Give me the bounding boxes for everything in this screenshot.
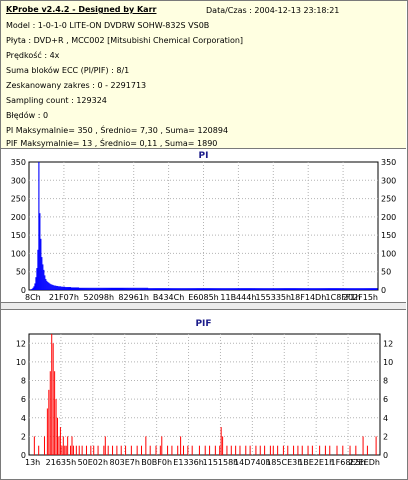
chart-separator xyxy=(1,302,406,310)
x-tick-label: E1336h xyxy=(173,458,203,467)
scan-datetime: Data/Czas : 2004-12-13 23:18:21 xyxy=(206,6,340,15)
y-tick-label-right: 0 xyxy=(381,286,386,295)
y-tick-label-left: 350 xyxy=(11,158,26,167)
x-tick-label: 82961h xyxy=(118,293,149,302)
x-tick-label: 13h xyxy=(25,458,40,467)
info-pi-stats: PI Maksymalnie= 350 , Średnio= 7,30 , Su… xyxy=(6,126,229,135)
x-tick-label: B0BF0h xyxy=(141,458,172,467)
y-tick-label-right: 6 xyxy=(383,395,388,404)
pif-chart-title: PIF xyxy=(195,319,212,329)
x-tick-label: 11B444h xyxy=(220,293,256,302)
x-tick-label: 803E7h xyxy=(109,458,139,467)
y-tick-label-right: 200 xyxy=(381,213,396,222)
y-tick-label-left: 0 xyxy=(21,286,26,295)
y-tick-label-left: 150 xyxy=(11,231,26,240)
y-tick-label-right: 10 xyxy=(383,358,393,367)
y-tick-label-left: 2 xyxy=(21,432,26,441)
info-model: Model : 1-0-1-0 LITE-ON DVDRW SOHW-832S … xyxy=(6,21,210,30)
info-sampling-count: Sampling count : 129324 xyxy=(6,96,107,105)
x-tick-label: 202F15h xyxy=(343,293,378,302)
app-title: KProbe v2.4.2 - Designed by Karr xyxy=(6,5,157,14)
x-tick-label: 1F68E5h xyxy=(331,458,366,467)
info-disc: Płyta : DVD+R , MCC002 [Mitsubishi Chemi… xyxy=(6,36,244,45)
x-tick-label: 52098h xyxy=(84,293,115,302)
y-tick-label-left: 0 xyxy=(21,451,26,460)
info-panel: KProbe v2.4.2 - Designed by Karr Data/Cz… xyxy=(1,1,406,149)
x-tick-label: 50E02h xyxy=(78,458,108,467)
pi-chart: 0 0 50 50 100 100 150 150 200 200 250 250 300 300 350 3… xyxy=(11,158,397,302)
info-scan-range: Zeskanowany zakres : 0 - 2291713 xyxy=(6,81,147,90)
info-ecc-blocks: Suma bloków ECC (PI/PIF) : 8/1 xyxy=(6,66,130,75)
x-tick-label: E6085h xyxy=(188,293,218,302)
y-tick-label-right: 350 xyxy=(381,158,396,167)
y-tick-label-right: 100 xyxy=(381,249,396,258)
x-tick-label: 14D740h xyxy=(234,458,271,467)
y-tick-label-right: 300 xyxy=(381,176,396,185)
y-tick-label-right: 2 xyxy=(383,432,388,441)
plot-area xyxy=(28,333,381,456)
y-tick-label-right: 50 xyxy=(381,268,391,277)
y-tick-label-left: 50 xyxy=(16,268,26,277)
y-tick-label-left: 12 xyxy=(16,339,26,348)
x-tick-label: 21F07h xyxy=(49,293,79,302)
y-tick-label-right: 12 xyxy=(383,339,393,348)
pi-chart-panel: PI 0 0 50 50 100 100 150 150 200 200 250 250 300 300 3… xyxy=(1,150,406,302)
x-tick-label: 22EEDh xyxy=(348,458,380,467)
pif-chart-panel: PIF 0 0 2 2 4 4 6 6 8 8 10 10 12 12 13h 21635h 50E02h 803… xyxy=(1,310,406,478)
y-tick-label-right: 250 xyxy=(381,195,396,204)
y-tick-label-left: 4 xyxy=(21,414,26,423)
x-tick-label: 21635h xyxy=(46,458,77,467)
pif-chart: 0 0 2 2 4 4 6 6 8 8 10 10 12 12 13h 21635h 50E02h 803E7h B… xyxy=(16,333,393,467)
y-tick-label-right: 150 xyxy=(381,231,396,240)
x-tick-label: B434Ch xyxy=(153,293,184,302)
y-tick-label-left: 200 xyxy=(11,213,26,222)
info-errors: Błędów : 0 xyxy=(6,111,49,120)
y-tick-label-right: 0 xyxy=(383,451,388,460)
y-tick-label-left: 8 xyxy=(21,377,26,386)
x-tick-label: 18F14Dh xyxy=(290,293,326,302)
y-tick-label-left: 300 xyxy=(11,176,26,185)
y-tick-label-left: 6 xyxy=(21,395,26,404)
y-tick-label-left: 10 xyxy=(16,358,26,367)
x-tick-label: 155335h xyxy=(255,293,291,302)
x-tick-label: 115158h xyxy=(203,458,239,467)
y-tick-label-left: 250 xyxy=(11,195,26,204)
info-pif-stats: PIF Maksymalnie= 13 , Średnio= 0,11 , Su… xyxy=(6,139,218,148)
x-tick-label: 185CE3h xyxy=(266,458,302,467)
info-speed: Prędkość : 4x xyxy=(6,51,60,60)
pi-chart-title: PI xyxy=(198,151,209,161)
x-tick-label: 1C8FF1h xyxy=(326,293,361,302)
y-tick-label-right: 4 xyxy=(383,414,388,423)
y-tick-label-left: 100 xyxy=(11,249,26,258)
y-tick-label-right: 8 xyxy=(383,377,388,386)
x-tick-label: 1BE2E1h xyxy=(298,458,334,467)
x-tick-label: 8Ch xyxy=(25,293,41,302)
